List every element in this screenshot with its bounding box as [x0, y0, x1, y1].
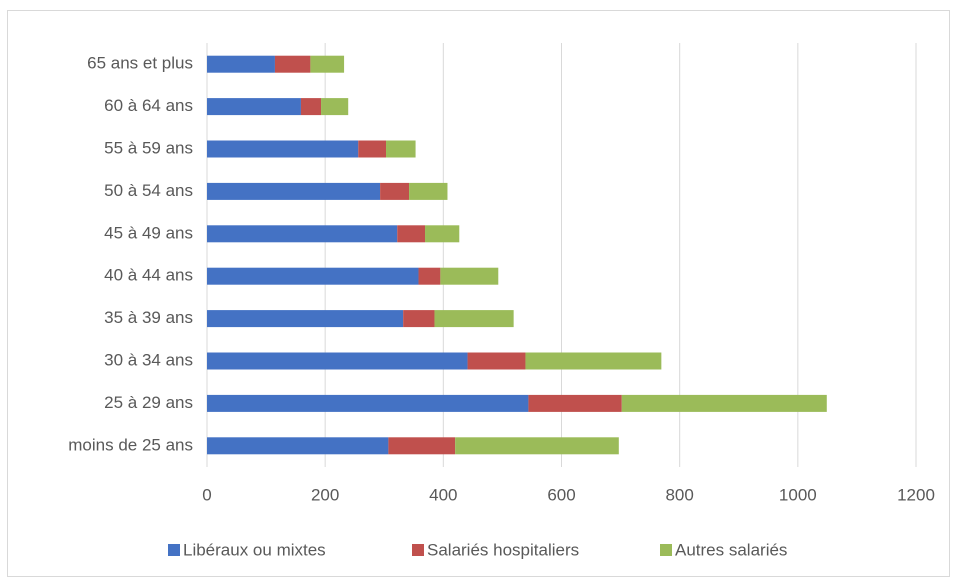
- bar-segment: [207, 394, 529, 412]
- x-tick-label: 400: [429, 485, 457, 504]
- legend-swatch: [660, 544, 672, 556]
- y-tick-label: moins de 25 ans: [68, 435, 193, 454]
- bar-segment: [207, 352, 468, 370]
- y-tick-label: 50 à 54 ans: [104, 181, 193, 200]
- bar-segment: [525, 352, 662, 370]
- bar-segment: [207, 437, 389, 455]
- bar-segment: [386, 140, 416, 158]
- bar-segment: [207, 140, 359, 158]
- bar-segment: [207, 55, 275, 73]
- y-tick-label: 30 à 34 ans: [104, 350, 193, 369]
- legend-label: Autres salariés: [675, 540, 787, 559]
- bar-segment: [380, 182, 410, 200]
- y-tick-label: 65 ans et plus: [87, 54, 193, 73]
- legend-label: Libéraux ou mixtes: [183, 540, 326, 559]
- x-tick-label: 600: [547, 485, 575, 504]
- bar-segment: [403, 310, 435, 328]
- y-tick-label: 40 à 44 ans: [104, 266, 193, 285]
- y-tick-label: 25 à 29 ans: [104, 393, 193, 412]
- bar-segment: [207, 182, 381, 200]
- bar-segment: [207, 225, 398, 243]
- bar-segment: [358, 140, 387, 158]
- bar-segment: [300, 98, 322, 116]
- x-tick-label: 0: [202, 485, 211, 504]
- bar-segment: [467, 352, 526, 370]
- bar-segment: [274, 55, 311, 73]
- x-tick-label: 200: [311, 485, 339, 504]
- bar-segment: [310, 55, 345, 73]
- bar-segment: [418, 267, 441, 285]
- chart-border: [7, 10, 950, 577]
- bar-segment: [455, 437, 619, 455]
- legend-label: Salariés hospitaliers: [427, 540, 579, 559]
- bar-segment: [425, 225, 460, 243]
- bar-segment: [440, 267, 499, 285]
- x-tick-label: 800: [665, 485, 693, 504]
- legend-swatch: [412, 544, 424, 556]
- y-tick-label: 60 à 64 ans: [104, 96, 193, 115]
- bar-segment: [409, 182, 448, 200]
- bar-segment: [388, 437, 456, 455]
- bar-segment: [621, 394, 827, 412]
- legend-swatch: [168, 544, 180, 556]
- bar-segment: [207, 267, 419, 285]
- bar-segment: [434, 310, 514, 328]
- y-tick-label: 55 à 59 ans: [104, 138, 193, 157]
- y-tick-label: 35 à 39 ans: [104, 308, 193, 327]
- bar-segment: [397, 225, 426, 243]
- bar-segment: [207, 98, 301, 116]
- x-tick-label: 1200: [897, 485, 935, 504]
- y-tick-label: 45 à 49 ans: [104, 223, 193, 242]
- x-tick-label: 1000: [779, 485, 817, 504]
- bar-segment: [207, 310, 404, 328]
- bar-segment: [321, 98, 349, 116]
- bar-segment: [528, 394, 622, 412]
